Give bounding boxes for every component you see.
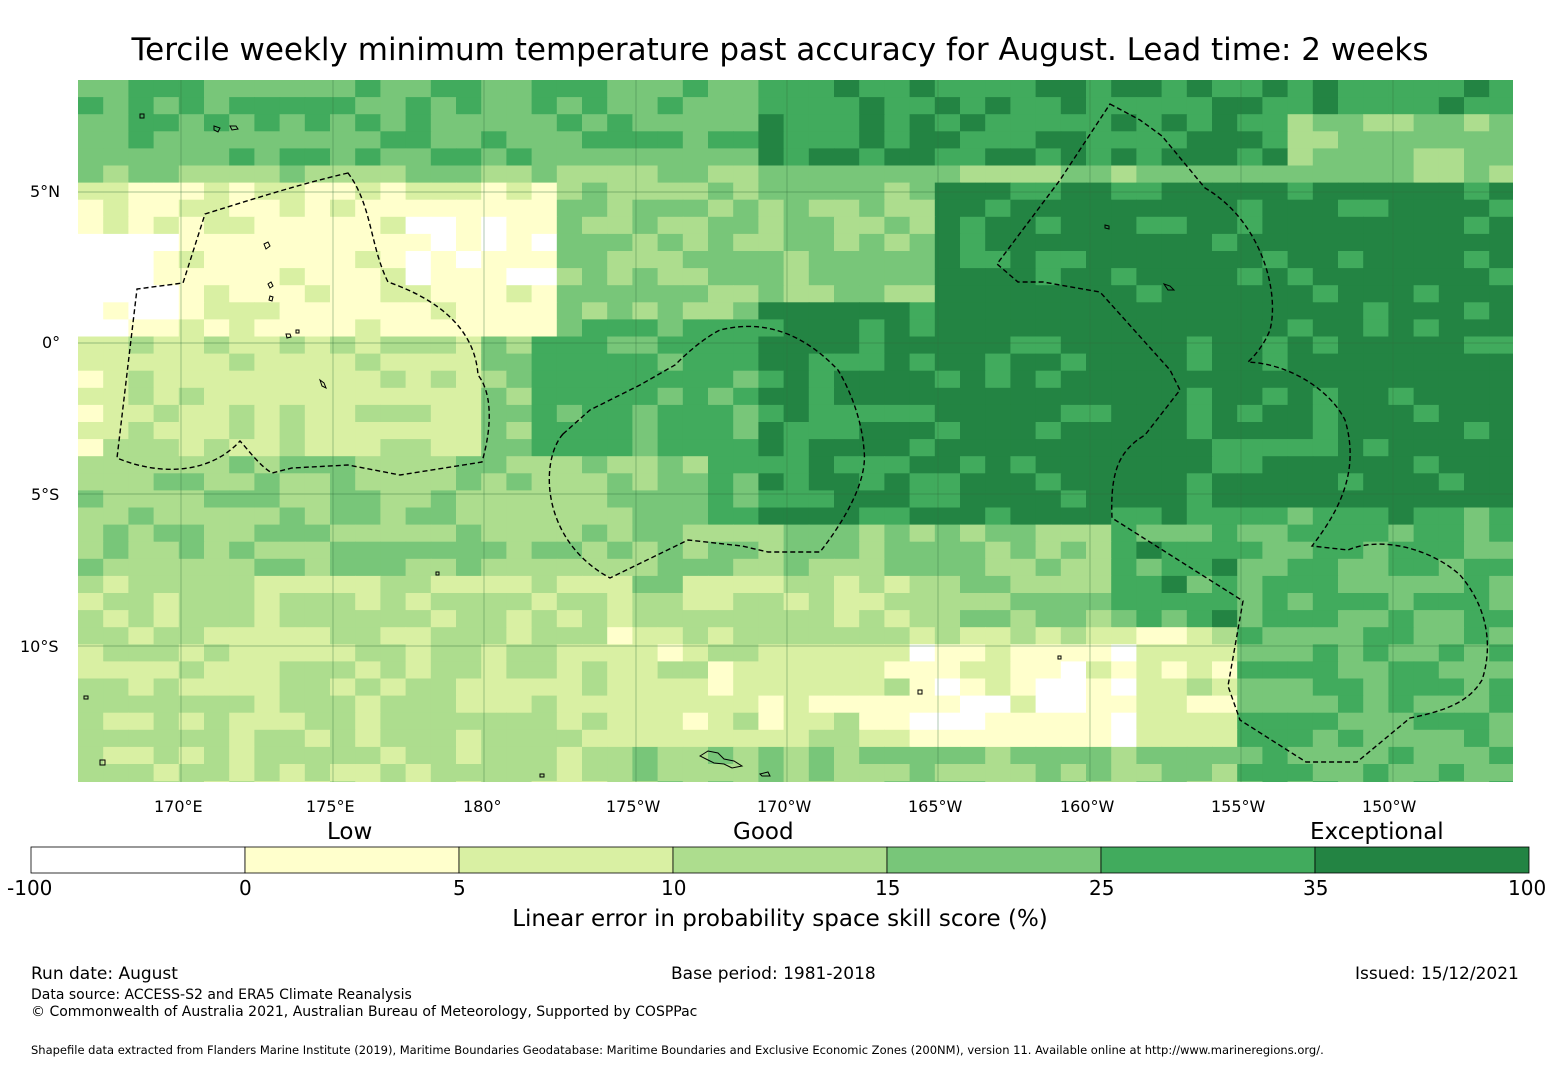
lon-label: 170°E [154, 797, 203, 816]
lon-label: 170°W [757, 797, 812, 816]
coastlines [83, 113, 1176, 778]
colorbar-tick: 0 [239, 876, 252, 900]
colorbar-bin [458, 846, 674, 874]
colorbar-tick: 15 [875, 876, 901, 900]
colorbar-tick: 5 [453, 876, 466, 900]
copyright: © Commonwealth of Australia 2021, Austra… [31, 1004, 698, 1020]
lat-label: 0° [42, 333, 61, 352]
colorbar-tick: -100 [7, 876, 53, 900]
lat-label: 10°S [20, 637, 59, 656]
skill-field [78, 80, 1513, 782]
colorbar-category-low: Low [327, 819, 373, 845]
run-date: Run date: August [31, 964, 178, 984]
gridlines [78, 80, 1513, 782]
colorbar-category-good: Good [733, 819, 794, 845]
lon-label: 165°W [908, 797, 963, 816]
lon-label: 175°W [606, 797, 661, 816]
colorbar-bin [886, 846, 1102, 874]
map-title: Tercile weekly minimum temperature past … [131, 32, 1429, 68]
colorbar-tick: 100 [1508, 876, 1547, 900]
shapefile-note: Shapefile data extracted from Flanders M… [31, 1043, 1324, 1057]
base-period: Base period: 1981-2018 [671, 964, 876, 984]
colorbar-bin [672, 846, 888, 874]
data-source: Data source: ACCESS-S2 and ERA5 Climate … [31, 987, 412, 1003]
colorbar-bin [1100, 846, 1316, 874]
lat-label: 5°S [31, 485, 60, 504]
colorbar-bin [1314, 846, 1530, 874]
issued-date: Issued: 15/12/2021 [1355, 964, 1519, 984]
lon-label: 155°W [1211, 797, 1266, 816]
lon-label: 180° [463, 797, 502, 816]
lon-label: 160°W [1060, 797, 1115, 816]
colorbar-category-exceptional: Exceptional [1310, 819, 1444, 845]
colorbar-tick: 35 [1303, 876, 1329, 900]
lon-label: 175°E [306, 797, 355, 816]
colorbar-bin [244, 846, 460, 874]
eez-boundaries [116, 103, 1489, 763]
colorbar-title: Linear error in probability space skill … [512, 906, 1048, 932]
lat-label: 5°N [30, 182, 61, 201]
colorbar-bin [30, 846, 246, 874]
colorbar-tick: 10 [661, 876, 687, 900]
colorbar-tick: 25 [1089, 876, 1115, 900]
lon-label: 150°W [1362, 797, 1417, 816]
